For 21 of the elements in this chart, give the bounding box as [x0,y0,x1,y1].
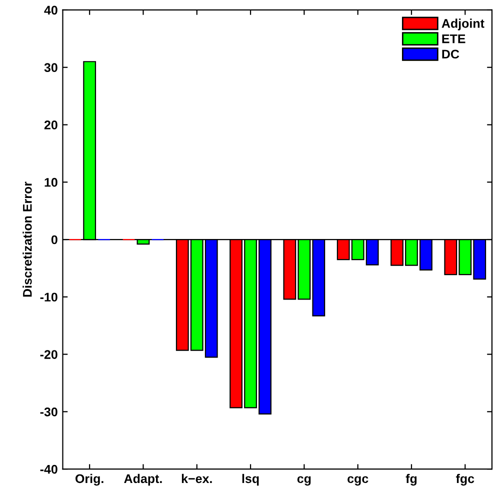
y-tick-label: 10 [44,178,58,187]
y-tick-label: 40 [44,6,58,15]
x-tick-label: fgc [456,474,474,486]
x-tick-label: lsq [242,474,259,486]
y-tick-label: -20 [40,350,58,359]
y-tick-label: 30 [44,63,58,72]
y-tick-label: 0 [51,235,58,244]
legend-label: ETE [442,34,466,44]
x-tick-label: Adapt. [124,474,162,486]
x-tick-label: k−ex. [182,474,212,484]
legend-label: Adjoint [442,18,484,30]
y-axis-title: Discretization Error [22,182,32,297]
x-tick-label: Orig. [76,474,104,486]
x-tick-label: cg [297,476,311,486]
y-tick-label: -40 [40,464,58,474]
x-tick-label: cgc [348,476,368,486]
y-tick-label: 20 [44,120,58,130]
y-tick-label: -30 [40,407,58,416]
y-tick-label: -10 [40,292,58,302]
legend-label: DC [442,50,460,59]
x-tick-label: fg [406,474,417,486]
